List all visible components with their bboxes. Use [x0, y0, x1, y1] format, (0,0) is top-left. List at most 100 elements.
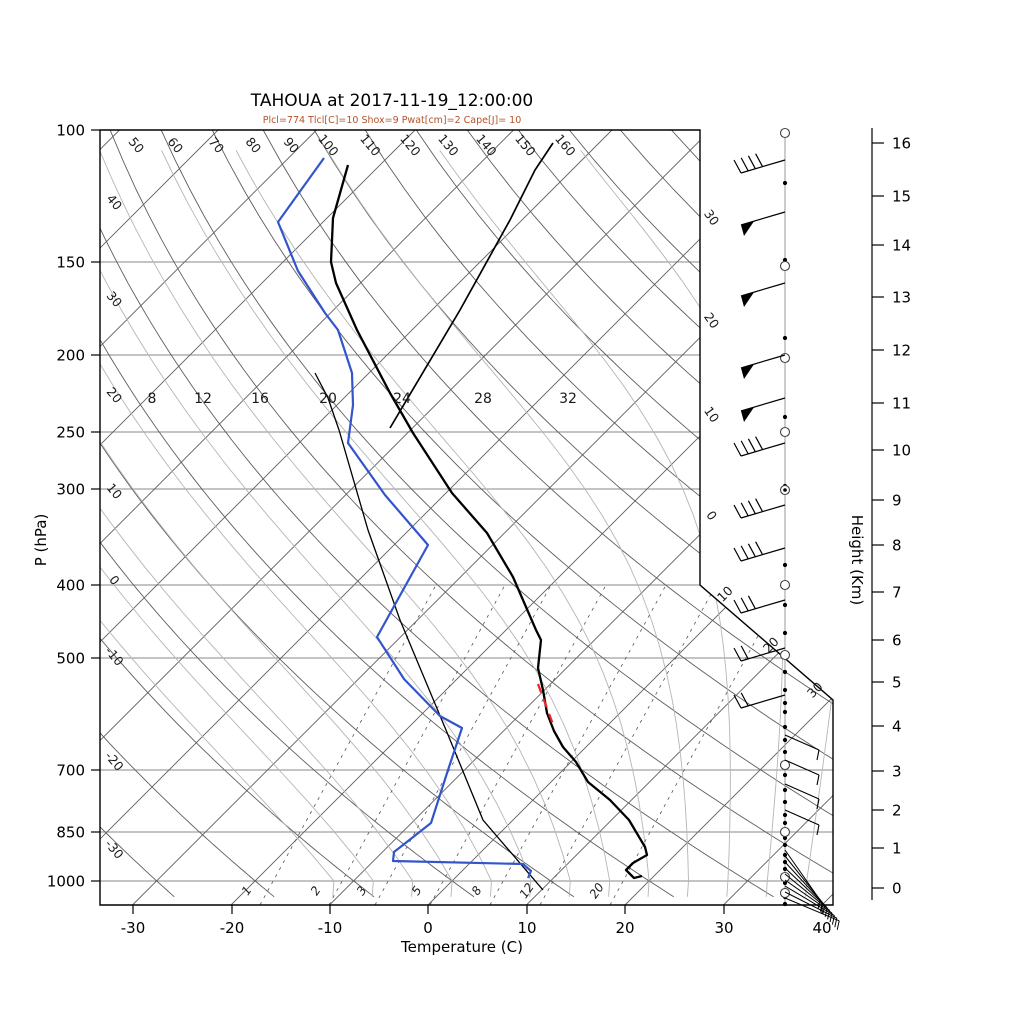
mixing-ratio-label: 1	[239, 884, 255, 898]
wind-barb	[734, 596, 785, 613]
dry-adiabat-label: 130	[435, 131, 462, 159]
temperature-tick-label: 10	[517, 919, 536, 937]
staff-dot	[783, 563, 787, 567]
staff-dot	[783, 415, 787, 419]
mixing-ratio-label: 3	[354, 884, 370, 898]
moist-adiabat-label: 20	[701, 310, 722, 332]
staff-dot	[783, 750, 787, 754]
staff-dot	[783, 902, 787, 906]
staff-dot	[783, 631, 787, 635]
staff-circle	[781, 828, 790, 837]
staff-circle	[781, 889, 790, 898]
dry-adiabat-line	[0, 130, 174, 897]
staff-dot	[783, 670, 787, 674]
height-tick-label: 14	[892, 237, 911, 255]
staff-circle	[781, 262, 790, 271]
staff-dot	[783, 800, 787, 804]
dry-adiabat-label: 20	[104, 384, 126, 406]
mixing-ratio-label: 8	[469, 883, 485, 898]
height-tick-label: 10	[892, 442, 911, 460]
dry-adiabat-label: 160	[552, 131, 579, 159]
y-axis-title: P (hPa)	[32, 514, 50, 567]
height-axis-title: Height (Km)	[848, 515, 866, 606]
dry-adiabat-label: -30	[102, 836, 127, 861]
moist-adiabat-row-label: 32	[559, 391, 577, 407]
height-tick-label: 13	[892, 289, 911, 307]
temperature-tick-label: -30	[121, 919, 146, 937]
staff-dot	[783, 603, 787, 607]
moist-adiabat-row-label: 16	[251, 391, 269, 407]
height-tick-label: 6	[892, 632, 902, 650]
temperature-tick-label: -20	[220, 919, 245, 937]
height-tick-label: 4	[892, 718, 902, 736]
dry-adiabat-label: 10	[104, 480, 126, 502]
isotherm-line	[133, 130, 908, 905]
staff-circle	[781, 581, 790, 590]
staff-dot	[783, 701, 787, 705]
staff-circle	[781, 354, 790, 363]
wind-barb	[741, 212, 785, 236]
dry-adiabat-label: 40	[104, 191, 126, 213]
pressure-tick-label: 200	[56, 347, 85, 365]
isotherm-line	[231, 130, 1006, 905]
dry-adiabat-line	[620, 130, 1024, 897]
moist-adiabat-row-label: 8	[148, 391, 157, 407]
temperature-tick-label: 0	[423, 919, 433, 937]
isotherm-line	[0, 130, 514, 905]
wind-barb	[734, 154, 785, 173]
staff-dot	[783, 813, 787, 817]
isotherm-line	[625, 130, 1024, 905]
isotherm-line	[330, 130, 1024, 905]
height-tick-label: 0	[892, 880, 902, 898]
mixing-ratio-label: 20	[587, 880, 607, 901]
staff-circle	[781, 428, 790, 437]
staff-dot	[783, 788, 787, 792]
dry-adiabat-line	[0, 130, 374, 897]
isotherm-line	[0, 130, 21, 905]
moist-adiabat-label: 0	[703, 508, 720, 523]
chart-subtitle: Plcl=774 Tlcl[C]=10 Shox=9 Pwat[cm]=2 Ca…	[263, 115, 522, 126]
cape-highlight	[538, 684, 554, 727]
height-tick-label: 9	[892, 492, 902, 510]
x-axis-title: Temperature (C)	[400, 938, 523, 956]
staff-dot	[783, 738, 787, 742]
wind-barb	[734, 499, 785, 518]
staff-dot	[783, 821, 787, 825]
wetbulb-trace	[315, 373, 543, 890]
height-tick-label: 8	[892, 537, 902, 555]
pressure-tick-label: 150	[56, 254, 85, 272]
parcel-trace	[390, 143, 553, 428]
grid-layer	[0, 130, 1024, 905]
moist-adiabat-label: 10	[701, 404, 722, 426]
pressure-tick-label: 850	[56, 824, 85, 842]
dry-adiabat-label: 90	[281, 134, 303, 156]
isotherm-line	[724, 130, 1024, 905]
staff-dot	[783, 710, 787, 714]
wind-barb	[734, 693, 785, 708]
dry-adiabat-line	[518, 130, 1024, 897]
wind-barb	[741, 283, 785, 307]
height-tick-label: 2	[892, 802, 902, 820]
staff-dot	[783, 336, 787, 340]
mixing-ratio-line	[375, 585, 551, 905]
dry-adiabat-label: 140	[473, 131, 500, 159]
height-tick-label: 12	[892, 342, 911, 360]
moist-adiabat-row-label: 20	[319, 391, 337, 407]
height-tick-label: 11	[892, 395, 911, 413]
dry-adiabat-label: 50	[126, 134, 148, 156]
dry-adiabat-line	[671, 130, 1024, 897]
pressure-tick-label: 500	[56, 650, 85, 668]
temperature-tick-label: 20	[615, 919, 634, 937]
pressure-tick-label: 300	[56, 481, 85, 499]
temperature-tick-label: 40	[812, 919, 831, 937]
pressure-tick-label: 400	[56, 577, 85, 595]
mixing-ratio-label: 2	[308, 884, 324, 898]
staff-dot	[783, 843, 787, 847]
height-tick-label: 15	[892, 188, 911, 206]
staff-dot	[783, 688, 787, 692]
staff-dot	[783, 725, 787, 729]
pressure-tick-label: 700	[56, 762, 85, 780]
pressure-tick-label: 250	[56, 424, 85, 442]
